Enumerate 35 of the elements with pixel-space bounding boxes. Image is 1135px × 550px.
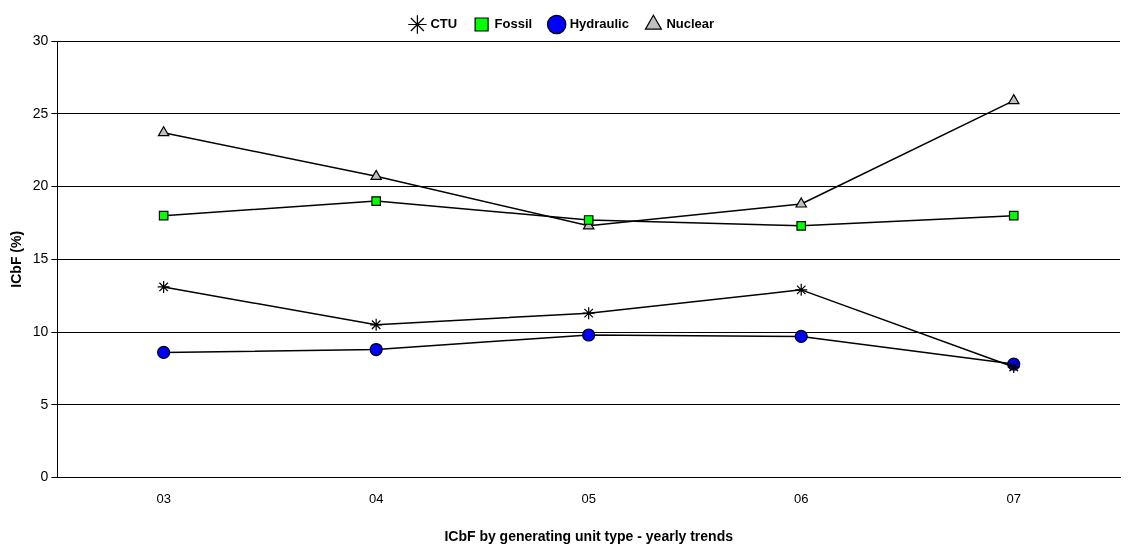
point: [157, 126, 170, 137]
x-tick-label: 06: [793, 490, 809, 506]
y-tick-label: 20: [32, 177, 49, 194]
y-tick-label: 15: [32, 250, 49, 267]
point: [796, 220, 807, 231]
point: [582, 328, 596, 342]
point: [370, 169, 382, 180]
legend-label: CTU: [430, 16, 458, 32]
point: [794, 329, 808, 344]
x-tick-label: 07: [1006, 490, 1021, 506]
point: [795, 197, 808, 208]
y-axis-title: ICbF (%): [8, 230, 25, 288]
y-tick-label: 30: [32, 31, 49, 48]
point: [369, 318, 383, 332]
legend-label: Fossil: [494, 16, 533, 32]
y-tick-label: 5: [40, 395, 49, 412]
point: [1007, 94, 1020, 105]
x-tick-label: 03: [156, 490, 171, 506]
point: [157, 280, 171, 294]
point: [369, 342, 383, 357]
x-tick-label: 04: [368, 490, 384, 506]
y-tick-label: 0: [40, 468, 49, 485]
point: [582, 306, 596, 320]
point: [157, 345, 171, 360]
point: [794, 283, 808, 297]
point: [158, 210, 169, 221]
y-tick-label: 25: [32, 104, 49, 121]
x-axis-title: ICbF by generating unit type - yearly trends: [444, 528, 734, 545]
y-tick-label: 10: [32, 322, 49, 339]
point: [371, 196, 381, 206]
point: [583, 215, 594, 225]
legend-label: Nuclear: [666, 16, 715, 32]
legend-label: Hydraulic: [569, 16, 629, 32]
x-tick-label: 05: [581, 490, 596, 506]
point: [1008, 210, 1019, 221]
